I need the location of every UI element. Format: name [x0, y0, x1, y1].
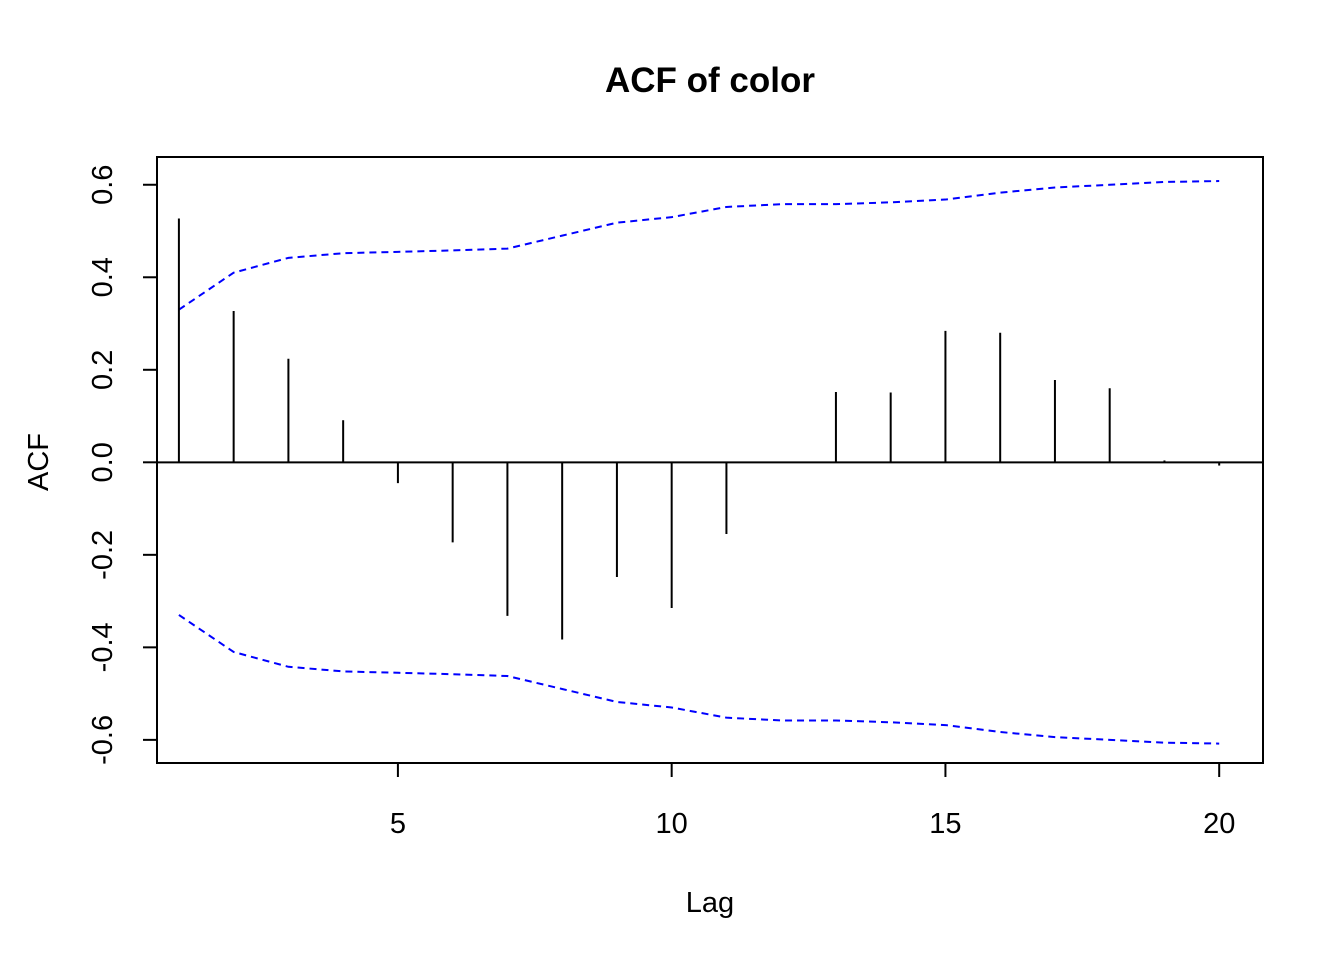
- lower-confidence-bound: [178, 614, 1220, 745]
- x-tick-label-15: 15: [929, 808, 961, 840]
- plot-area: 5 10 15 20 -0.6 -0.4 -0.2 0.0 0.2 0.4 0.6: [87, 156, 1264, 840]
- y-tick-label-6: 0.6: [87, 165, 119, 205]
- y-tick-label-5: 0.4: [87, 257, 119, 297]
- y-tick-label-0: -0.6: [87, 715, 119, 765]
- y-axis-label: ACF: [23, 433, 55, 491]
- x-tick-label-20: 20: [1203, 808, 1235, 840]
- x-tick-label-10: 10: [656, 808, 688, 840]
- plot-frame: [156, 156, 1264, 764]
- y-tick-label-2: -0.2: [87, 530, 119, 580]
- upper-confidence-bound: [178, 180, 1220, 311]
- x-axis-label: Lag: [686, 887, 734, 919]
- y-tick-label-1: -0.4: [87, 622, 119, 672]
- x-tick-label-5: 5: [390, 808, 406, 840]
- chart-title: ACF of color: [605, 61, 815, 100]
- y-tick-label-3: 0.0: [87, 442, 119, 482]
- y-tick-label-4: 0.2: [87, 350, 119, 390]
